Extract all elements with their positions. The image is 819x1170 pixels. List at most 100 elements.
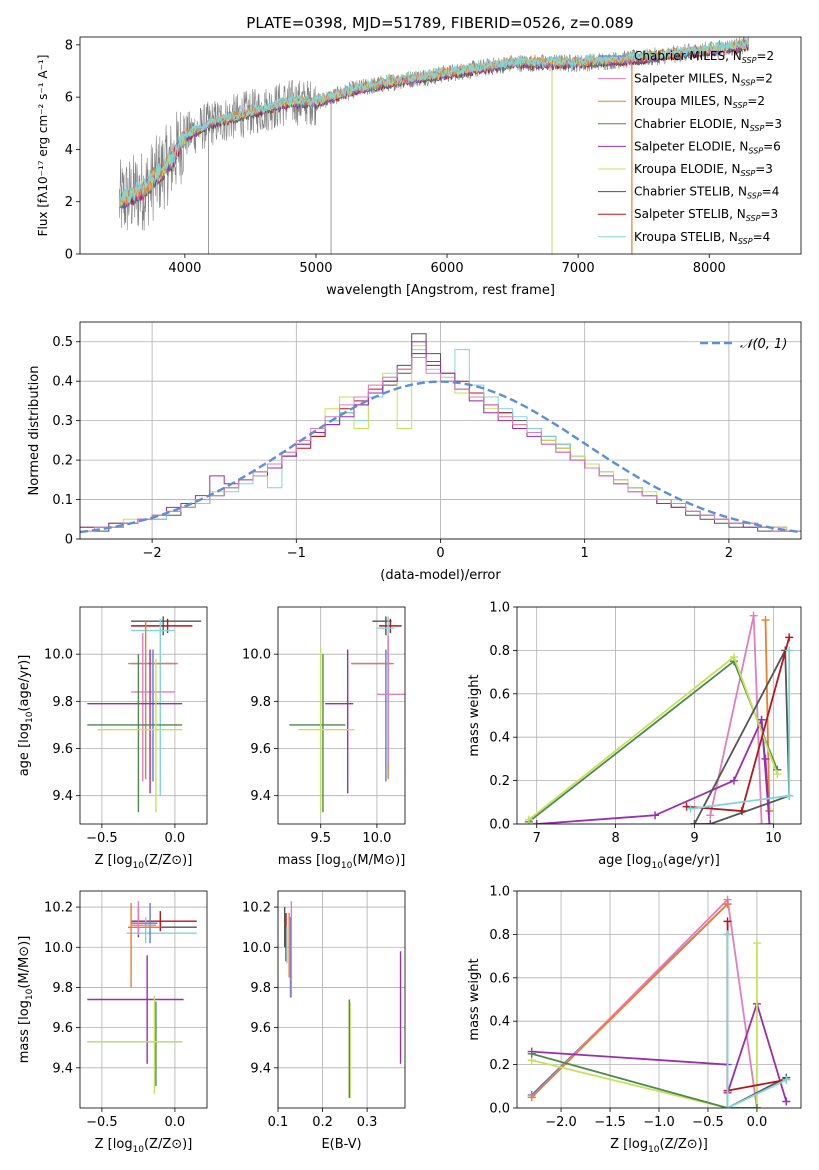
errorbar-point: [128, 903, 161, 988]
y-tick-label: 9.4: [52, 1061, 73, 1076]
weight-marker: [527, 1093, 536, 1102]
legend-entry: Kroupa MILES, NSSP=2: [634, 94, 765, 110]
x-tick-label: 10.0: [362, 831, 391, 846]
x-tick-label: 4000: [168, 261, 201, 276]
x-tick-label: −2: [143, 546, 162, 561]
weight-marker: [785, 791, 794, 800]
axes-frame: [79, 890, 208, 1109]
y-tick-label: 10.0: [242, 648, 271, 663]
x-tick-label: −2.0: [545, 1115, 577, 1130]
y-tick-label: 10.0: [44, 648, 73, 663]
y-tick-label: 9.6: [250, 742, 271, 757]
errorbar-point: [131, 901, 156, 936]
weight-marker: [752, 1104, 761, 1108]
x-tick-label: −0.5: [86, 831, 118, 846]
weight-line-chabrier_elodie: [528, 659, 779, 823]
y-tick-label: 9.6: [250, 1021, 271, 1036]
x-axis-label: E(B-V): [321, 1137, 361, 1152]
y-tick-label: 0: [65, 248, 73, 263]
x-tick-label: 8000: [693, 261, 726, 276]
weight-marker: [757, 715, 766, 724]
weight-marker: [761, 754, 770, 763]
x-tick-label: 0.1: [268, 1115, 289, 1130]
weight-line-kroupa_stelib: [726, 934, 787, 1108]
y-axis-label: age [log10(age/yr)]: [17, 655, 35, 777]
weight-marker: [782, 1097, 791, 1106]
y-tick-label: 8: [65, 38, 73, 53]
weight-marker: [690, 820, 699, 824]
weight-line-salpeter_miles: [709, 615, 763, 824]
legend-entry: Chabrier ELODIE, NSSP=3: [634, 117, 782, 133]
errorbar-point: [352, 649, 392, 782]
x-tick-label: −1.0: [643, 1115, 675, 1130]
age_vs_Z-axes: −0.5 0.0 9.4 9.6 9.8 10.0 Z [log10(Z/Z⊙)] age […: [17, 606, 208, 871]
weight-line-chabrier_elodie: [531, 1052, 757, 1108]
histogram-salpeter_elodie: [80, 341, 801, 532]
y-tick-label: 0.6: [489, 971, 510, 986]
y-tick-label: 0.8: [489, 644, 510, 659]
weight-marker: [737, 806, 746, 815]
legend-entry: Salpeter MILES, NSSP=2: [634, 72, 773, 88]
errorbar-point: [131, 903, 158, 944]
weight-marker: [723, 917, 732, 926]
y-tick-label: 9.8: [52, 981, 73, 996]
errorbar-point: [87, 649, 183, 794]
plot-area: [524, 611, 794, 824]
x-tick-label: 9: [690, 831, 698, 846]
legend-entry: Salpeter STELIB, NSSP=3: [634, 207, 778, 223]
x-tick-label: 0.0: [165, 1115, 186, 1130]
errorbar-point: [131, 911, 197, 932]
weight-marker: [749, 611, 758, 620]
errorbar-point: [131, 618, 175, 796]
x-axis-label: wavelength [Angstrom, rest frame]: [326, 283, 555, 298]
y-tick-label: 1.0: [489, 885, 510, 900]
x-axis-label: (data-model)/error: [380, 568, 501, 583]
axes-frame: [79, 606, 208, 825]
legend-entry: Kroupa STELIB, NSSP=4: [634, 230, 770, 246]
weight-marker: [761, 616, 770, 625]
legend-entry: Kroupa ELODIE, NSSP=3: [634, 162, 773, 178]
plot-area: [118, 37, 749, 254]
y-tick-label: 0.0: [489, 818, 510, 833]
x-tick-label: 6000: [431, 261, 464, 276]
x-tick-label: 7: [533, 831, 541, 846]
legend-entry: Chabrier MILES, NSSP=2: [634, 49, 774, 65]
x-axis-label: age [log10(age/yr)]: [598, 853, 720, 871]
y-tick-label: 10.2: [44, 901, 73, 916]
model-kroupa_stelib: [118, 39, 749, 207]
plot-area: [87, 616, 202, 813]
weight-marker: [729, 652, 738, 661]
x-tick-label: 0.2: [312, 1115, 333, 1130]
weight-marker: [686, 804, 695, 813]
errorbar-point: [97, 658, 183, 813]
y-axis-label: mass weight: [467, 958, 482, 1040]
x-tick-label: 9.5: [310, 831, 331, 846]
y-tick-label: 10.0: [44, 941, 73, 956]
weight-marker: [773, 770, 782, 779]
errorbar-point: [325, 649, 354, 794]
y-tick-label: 9.8: [52, 695, 73, 710]
errorbar-point: [351, 640, 394, 780]
residuals-axes: −2 −1 0 1 2 0 0.1 0.2 0.3 0.4 0.5 𝒩(0, 1) (data-mode…: [27, 321, 802, 583]
x-axis-label: Z [log10(Z/Z⊙)]: [610, 1137, 708, 1155]
y-tick-label: 0.3: [52, 414, 73, 429]
errorbar-point: [379, 618, 402, 633]
errorbar-point: [87, 955, 184, 1064]
x-tick-label: 0.0: [747, 1115, 768, 1130]
legend-entry: 𝒩(0, 1): [740, 337, 787, 352]
y-tick-label: 0.2: [489, 774, 510, 789]
y-axis-label: Normed distribution: [27, 366, 42, 496]
y-tick-label: 9.8: [250, 695, 271, 710]
histogram-salpeter_miles: [80, 357, 801, 532]
x-tick-label: 8: [611, 831, 619, 846]
y-tick-label: 0.4: [52, 375, 73, 390]
y-tick-label: 0.0: [489, 1102, 510, 1117]
plot-area: [87, 901, 197, 1094]
y-tick-label: 4: [65, 143, 73, 158]
x-tick-label: 0: [436, 546, 444, 561]
weight-line-kroupa_miles: [531, 903, 729, 1098]
weight_vs_age-axes: 7 8 9 10 0.0 0.2 0.4 0.6 0.8 1.0 age [log10(age/yr…: [467, 601, 802, 871]
y-tick-label: 0.5: [52, 335, 73, 350]
weight-line-salpeter_elodie: [536, 719, 771, 824]
